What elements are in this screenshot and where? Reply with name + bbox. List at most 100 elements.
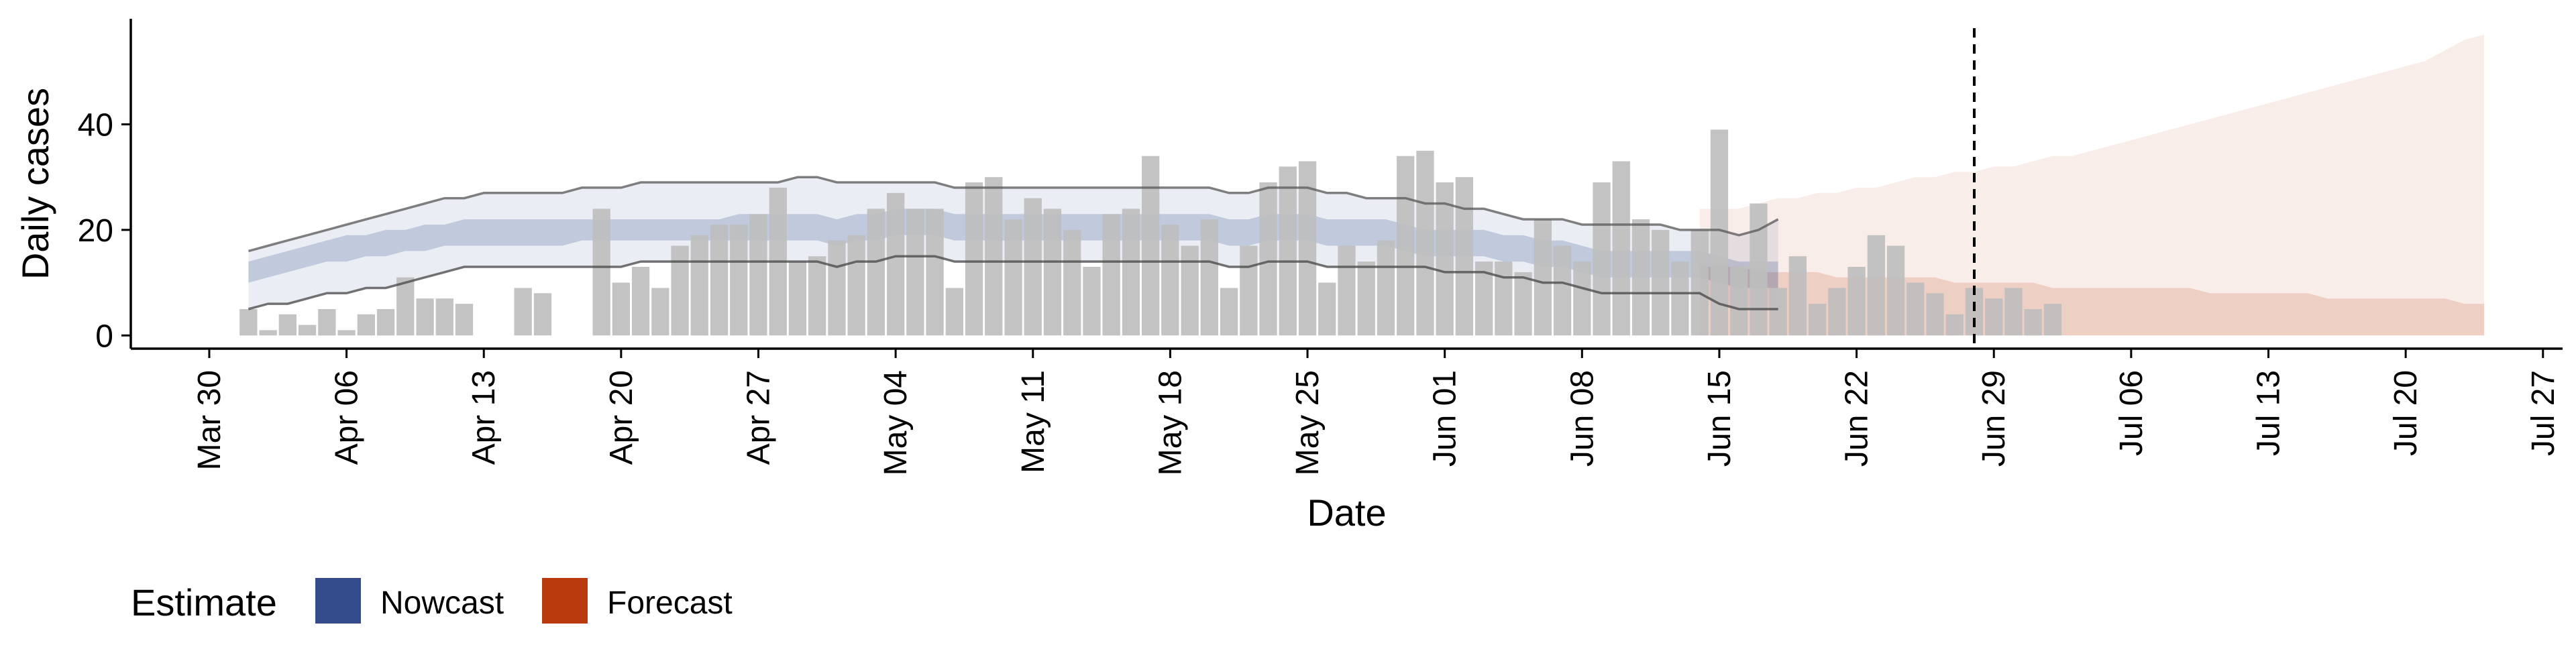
bar [730,225,748,336]
bar [514,288,532,336]
x-tick-label: Mar 30 [192,370,227,470]
bar [1985,298,2003,336]
bar [1495,261,1513,336]
x-tick-label: Jul 27 [2526,370,2561,456]
bar [808,256,826,336]
bar [1553,245,1572,336]
bar [533,293,552,336]
bar [887,192,905,336]
bar [1671,261,1689,336]
bar [671,245,689,336]
bar [612,282,630,336]
bar [1024,198,1042,336]
legend-title: Estimate [131,581,277,624]
bar [337,330,356,336]
bar [1338,245,1356,336]
bar [945,288,963,336]
bar [1847,267,1866,336]
bar [1318,282,1336,336]
axes-layer: 0 20 40 Mar 30 Apr 06 Apr 13 Apr 20 Apr 27 May 0… [14,19,2563,534]
bar [1181,245,1199,336]
bar [2004,288,2023,336]
x-tick-label: Jul 20 [2388,370,2424,456]
bar [1004,219,1022,336]
bar [1043,209,1062,336]
y-tick-label: 0 [95,318,113,354]
y-tick-label: 40 [78,107,113,143]
bar [965,182,983,336]
bar [1279,166,1297,336]
bar [1377,240,1395,336]
bar [906,209,924,336]
x-tick-label: Jun 29 [1976,370,2012,467]
x-axis-title: Date [1307,491,1386,534]
legend-label-nowcast: Nowcast [380,585,504,621]
bar [1965,288,1984,336]
bar [396,277,415,336]
bar [357,314,375,336]
bar [1690,229,1709,336]
y-tick-label: 20 [78,213,113,249]
nowcast-outline-lines [248,176,1779,310]
legend-swatch-nowcast [315,578,361,624]
legend-swatch-forecast [542,578,588,624]
bar [749,214,767,336]
bar [2024,309,2042,336]
bar [298,325,317,336]
bar [1730,267,1748,336]
bar [1593,182,1611,336]
x-tick-label: May 11 [1016,370,1051,473]
bar [1416,150,1434,336]
bar [847,235,865,336]
bar [1514,272,1532,336]
x-tick-label: Jun 15 [1702,370,1737,467]
bar [259,330,277,336]
bar [1142,156,1160,336]
legend: Estimate Nowcast Forecast [131,578,733,624]
bar [1867,235,1885,336]
x-tick-label: Apr 20 [604,370,639,465]
bar [1769,288,1787,336]
bar [1397,156,1415,336]
x-tick-label: Apr 13 [466,370,502,465]
bar [1436,182,1454,336]
bars-layer [239,129,2062,336]
x-tick-label: May 04 [878,370,914,475]
nowcast-lower-line [248,255,1778,310]
bar [1945,314,1964,336]
bar [651,288,669,336]
bar [1063,229,1081,336]
bar [1083,267,1101,336]
y-axis-title: Daily cases [14,88,56,280]
x-tick-label: Jul 06 [2114,370,2149,456]
bar [1102,214,1120,336]
bar [1631,219,1650,336]
bar [1455,177,1473,336]
x-tick-label: May 25 [1290,370,1326,475]
bar [690,235,708,336]
x-tick-label: Apr 27 [741,370,776,465]
bar [592,209,610,336]
bar [2043,304,2062,336]
x-tick-label: Jun 01 [1428,370,1463,467]
bar [416,298,434,336]
x-tick-label: Apr 06 [329,370,365,465]
bar [1161,225,1179,336]
nowcast-upper-line [248,176,1779,253]
bar [376,309,395,336]
bar [1534,219,1552,336]
bar [1200,219,1218,336]
x-tick-label: Jun 08 [1564,370,1600,467]
x-tick-label: Jul 13 [2251,370,2286,456]
bar [828,240,846,336]
x-tick-label: Jun 22 [1839,370,1875,467]
bar [239,309,258,336]
bar [1612,161,1630,336]
bar [278,314,297,336]
bar [1788,256,1807,336]
bar [455,304,474,336]
bar [1259,182,1277,336]
bar [926,209,944,336]
